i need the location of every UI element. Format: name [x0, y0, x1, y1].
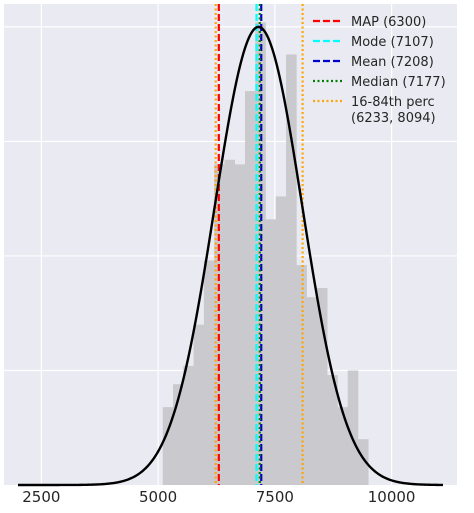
x-tick-labels: 2500 5000 7500 10000: [22, 488, 415, 506]
histogram-bar: [255, 22, 266, 485]
histogram-bar: [203, 260, 215, 485]
histogram-bar: [234, 164, 246, 486]
legend-label: (6233, 8094): [351, 111, 436, 126]
legend-label: Median (7177): [351, 75, 446, 90]
histogram-bar: [286, 54, 297, 486]
legend-label: 16-84th perc: [351, 95, 435, 110]
histogram-bar: [265, 219, 277, 486]
histogram-bar: [337, 407, 349, 485]
histogram-bar: [347, 370, 359, 485]
histogram-bar: [357, 439, 369, 485]
vertical-lines: [214, 4, 304, 485]
legend-label: Mode (7107): [351, 35, 434, 50]
x-tick-label: 5000: [139, 488, 177, 506]
histogram-bar: [173, 384, 184, 485]
x-tick-label: 10000: [368, 488, 416, 506]
x-tick-label: 2500: [22, 488, 60, 506]
histogram-bar: [244, 91, 256, 486]
histogram-bar: [224, 159, 236, 485]
density-curve: [18, 25, 443, 487]
histogram-bar: [183, 365, 194, 485]
legend-label: Mean (7208): [351, 55, 434, 70]
density-curve-group: [18, 25, 443, 487]
histogram-bar: [275, 196, 287, 485]
histogram-bar: [296, 265, 307, 485]
histogram-bar: [193, 324, 205, 485]
legend: MAP (6300) Mode (7107) Mean (7208) Median (…: [313, 15, 446, 126]
histogram-bar: [327, 375, 338, 485]
histogram-bar: [306, 297, 318, 485]
legend-label: MAP (6300): [351, 15, 426, 30]
histogram-bar: [162, 407, 174, 485]
histogram-bar: [316, 288, 328, 485]
x-tick-label: 7500: [256, 488, 294, 506]
